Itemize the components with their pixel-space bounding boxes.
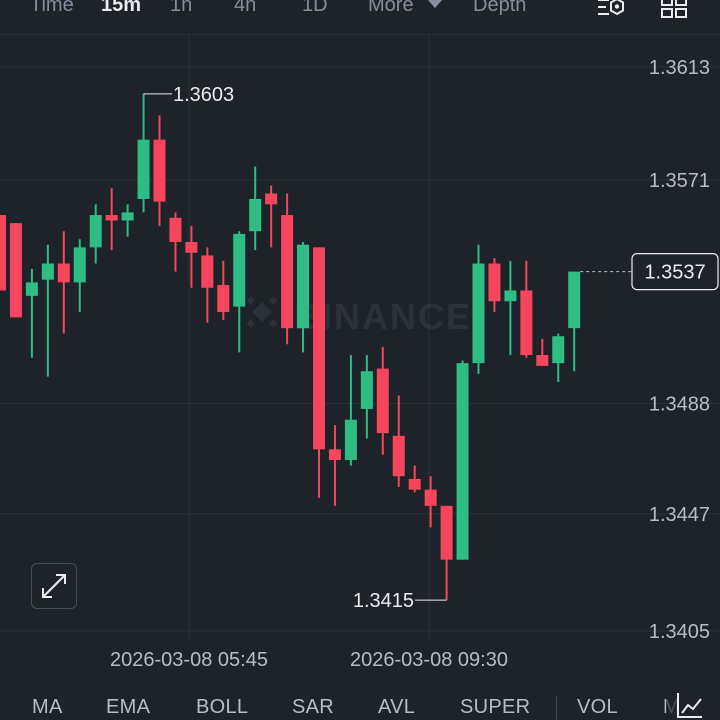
tab-time[interactable]: Time <box>30 0 74 16</box>
candle-body <box>328 449 341 461</box>
candle-body <box>504 290 517 302</box>
candle-body <box>121 212 134 221</box>
indicator-boll[interactable]: BOLL <box>196 696 249 718</box>
time-tick-label: 2026-03-08 09:30 <box>350 649 508 671</box>
candle-body <box>153 139 166 202</box>
chart-settings-icon[interactable] <box>597 0 627 18</box>
price-tick-label: 1.3571 <box>649 170 710 192</box>
high-marker-label: 1.3603 <box>173 84 234 106</box>
chevron-down-icon[interactable] <box>426 0 444 11</box>
candle-body <box>313 247 325 450</box>
candle-body <box>9 223 22 318</box>
indicator-bar: MA EMA BOLL SAR AVL SUPER VOL M <box>0 688 720 720</box>
tab-1d[interactable]: 1D <box>302 0 328 16</box>
candle-body <box>265 193 278 205</box>
tab-1h[interactable]: 1h <box>170 0 193 16</box>
indicator-vol[interactable]: VOL <box>577 696 618 718</box>
indicator-ema[interactable]: EMA <box>106 696 151 718</box>
indicator-fade <box>666 688 720 720</box>
price-axis: 1.3613 1.3571 1.3488 1.3447 1.3405 <box>649 57 710 643</box>
candle-body <box>408 478 421 490</box>
expand-button[interactable] <box>31 563 77 609</box>
candle-body <box>424 489 437 506</box>
grid-layout-icon[interactable] <box>660 0 690 18</box>
line-chart-icon[interactable] <box>676 691 704 719</box>
candle-body <box>568 271 581 329</box>
tab-4h[interactable]: 4h <box>234 0 257 16</box>
candle-body <box>105 215 118 221</box>
candle-body <box>89 215 102 248</box>
chart-grid <box>0 35 720 640</box>
candle-body <box>185 242 198 253</box>
watermark: BINANCE <box>246 296 470 337</box>
candle-body <box>41 263 54 280</box>
candle-body <box>233 233 246 307</box>
price-tick-label: 1.3405 <box>649 621 710 643</box>
candlestick-chart[interactable]: BINANCE 1.3613 1.3571 1.3488 1.3447 1.3405 2… <box>0 35 720 685</box>
candle-body <box>488 263 501 302</box>
current-price-box <box>631 253 719 291</box>
candle-body <box>201 255 214 288</box>
candle-body <box>169 217 182 242</box>
tab-depth[interactable]: Depth <box>473 0 527 16</box>
price-tick-label: 1.3447 <box>649 504 710 526</box>
candle-body <box>281 215 294 329</box>
low-marker-label: 1.3415 <box>353 590 414 612</box>
current-price-marker: 1.3537 <box>580 253 719 291</box>
candle-body <box>344 419 357 461</box>
tab-15m[interactable]: 15m <box>101 0 142 16</box>
indicator-sar[interactable]: SAR <box>292 696 335 718</box>
candle-body <box>137 139 150 199</box>
candles <box>0 93 581 601</box>
candle-body <box>217 285 230 312</box>
candle-body <box>392 435 405 477</box>
candle-body <box>536 355 549 366</box>
candle-body <box>552 336 565 364</box>
candle-body <box>440 505 453 560</box>
candle-body <box>57 263 70 283</box>
indicator-divider <box>556 696 557 720</box>
candle-body <box>297 244 310 329</box>
candle-body <box>456 363 469 560</box>
indicator-ma[interactable]: MA <box>32 696 63 718</box>
time-axis: 2026-03-08 05:45 2026-03-08 09:30 <box>110 649 508 671</box>
candle-body <box>520 290 533 356</box>
price-tick-label: 1.3613 <box>649 57 710 79</box>
extreme-markers: 1.3603 1.3415 <box>143 84 447 612</box>
timeframe-bar: Time 15m 1h 4h 1D More Depth <box>0 0 720 35</box>
candle-body <box>376 368 389 434</box>
tab-more[interactable]: More <box>368 0 414 16</box>
time-tick-label: 2026-03-08 05:45 <box>110 649 268 671</box>
current-price-label: 1.3537 <box>644 262 705 284</box>
candle-body <box>73 247 86 283</box>
indicator-super[interactable]: SUPER <box>460 696 531 718</box>
candle-body <box>472 263 485 364</box>
candle-body <box>249 198 262 232</box>
price-tick-label: 1.3488 <box>649 394 710 416</box>
candle-body <box>25 282 38 296</box>
candle-body <box>0 215 6 291</box>
candle-body <box>360 371 373 409</box>
expand-icon <box>42 574 66 598</box>
indicator-avl[interactable]: AVL <box>378 696 416 718</box>
